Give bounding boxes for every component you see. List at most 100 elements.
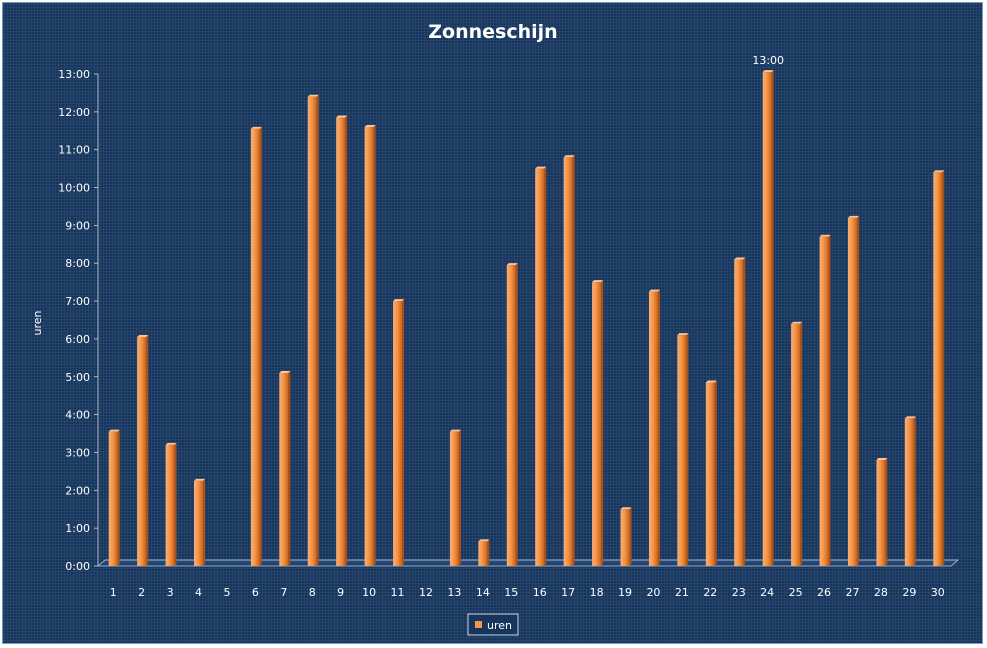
bar-side [203, 478, 206, 566]
bar-front [194, 480, 204, 566]
bar-front [677, 335, 687, 566]
bar-side [714, 380, 717, 566]
bar [762, 70, 774, 566]
x-tick-label: 25 [789, 586, 803, 599]
bar-front [393, 301, 403, 566]
bar-side [373, 124, 376, 566]
x-tick-label: 2 [138, 586, 145, 599]
y-tick-label: 3:00 [65, 446, 90, 459]
bar [563, 155, 575, 566]
bar-side [942, 170, 945, 566]
bar-front [876, 460, 886, 566]
bar-side [345, 115, 348, 567]
bar [705, 380, 717, 566]
x-tick-label: 12 [419, 586, 433, 599]
bar [791, 321, 803, 566]
x-tick-label: 16 [533, 586, 547, 599]
y-tick-label: 4:00 [65, 409, 90, 422]
y-tick-label: 10:00 [58, 182, 90, 195]
x-tick-label: 19 [618, 586, 632, 599]
bar-top [194, 478, 206, 481]
bar-front [904, 418, 914, 566]
tick-labels: 0:00 1:00 2:00 3:00 4:00 5:00 6:00 7:00 8:00 9:00… [58, 54, 944, 599]
y-tick-label: 7:00 [65, 295, 90, 308]
bar-top [876, 458, 888, 461]
bar-front [137, 337, 147, 566]
bar [279, 370, 291, 566]
bar-top [847, 215, 859, 218]
bar-front [535, 168, 545, 566]
x-tick-label: 24 [760, 586, 774, 599]
x-tick-label: 15 [504, 586, 518, 599]
bar-top [108, 429, 120, 432]
y-tick-label: 12:00 [58, 106, 90, 119]
bar-front [791, 323, 801, 566]
bar-top [563, 155, 575, 158]
x-tick-label: 29 [902, 586, 916, 599]
bar [933, 170, 945, 566]
x-tick-label: 26 [817, 586, 831, 599]
bar [307, 94, 319, 566]
bar-side [601, 280, 604, 566]
bar-side [146, 335, 149, 566]
x-tick-label: 27 [845, 586, 859, 599]
bar-side [458, 429, 461, 566]
x-tick-label: 10 [362, 586, 376, 599]
y-tick-label: 8:00 [65, 257, 90, 270]
legend-label: uren [487, 619, 512, 632]
bar-side [856, 215, 859, 567]
x-tick-label: 8 [309, 586, 316, 599]
bar [677, 333, 689, 566]
bar [734, 257, 746, 566]
bar-top [620, 507, 632, 510]
x-tick-label: 20 [646, 586, 660, 599]
x-tick-label: 9 [337, 586, 344, 599]
bar-front [108, 431, 118, 566]
bar-front [364, 126, 374, 566]
bar-top [592, 280, 604, 283]
bar-side [913, 416, 916, 566]
bar [904, 416, 916, 566]
bar [250, 126, 262, 566]
x-tick-label: 5 [223, 586, 230, 599]
bar-front [336, 117, 346, 567]
bar-top [137, 335, 149, 338]
bar-front [819, 236, 829, 566]
bar-side [259, 126, 262, 566]
legend-box [467, 613, 519, 636]
x-tick-label: 28 [874, 586, 888, 599]
bar-front [506, 265, 516, 566]
bar [535, 166, 547, 566]
x-tick-label: 17 [561, 586, 575, 599]
data-label: 13:00 [752, 54, 784, 67]
bar-top [250, 126, 262, 129]
bar-front [933, 172, 943, 566]
bar [819, 234, 831, 566]
x-tick-label: 13 [447, 586, 461, 599]
bar [393, 299, 405, 566]
bar-side [544, 166, 547, 566]
bar-front [250, 128, 260, 566]
x-tick-label: 23 [732, 586, 746, 599]
bar-top [535, 166, 547, 169]
bar-top [791, 321, 803, 324]
y-axis-label: uren [31, 310, 44, 335]
bar-top [734, 257, 746, 260]
bar [449, 429, 461, 566]
bar-front [620, 509, 630, 566]
bar [336, 115, 348, 567]
bar-side [515, 263, 518, 566]
x-tick-label: 18 [590, 586, 604, 599]
bar-side [402, 299, 405, 566]
bars [108, 70, 945, 567]
x-tick-label: 4 [195, 586, 202, 599]
bar-top [336, 115, 348, 118]
bar [592, 280, 604, 566]
bar-front [165, 444, 175, 566]
bar [847, 215, 859, 567]
bar-side [657, 289, 660, 566]
bar-top [393, 299, 405, 302]
bar-side [316, 94, 319, 566]
bar-top [762, 70, 774, 73]
bar-top [506, 263, 518, 266]
